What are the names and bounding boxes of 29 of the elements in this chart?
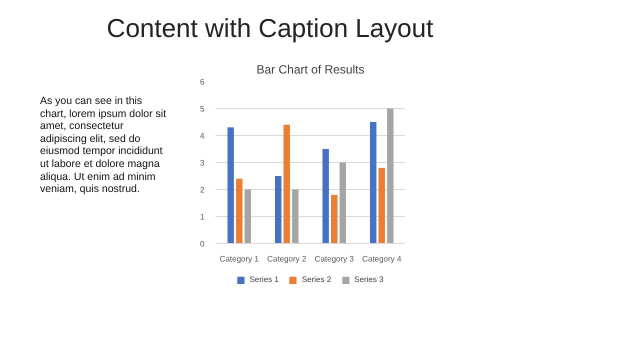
bar: [227, 127, 234, 244]
legend-label: Series 2: [302, 275, 332, 284]
y-tick-label: 3: [200, 158, 206, 168]
chart-title: Bar Chart of Results: [256, 62, 365, 76]
bar: [274, 176, 282, 244]
bar: [331, 194, 338, 244]
y-tick-label: 1: [200, 212, 206, 222]
x-tick-label: Category 3: [314, 254, 354, 264]
bar: [322, 149, 329, 244]
legend-label: Series 1: [249, 275, 279, 284]
bar: [284, 124, 290, 244]
y-tick-label: 2: [200, 186, 206, 194]
bar: [236, 178, 242, 244]
bar: [370, 122, 376, 244]
bar: [244, 190, 252, 244]
bar: [292, 190, 299, 244]
text: As you can see in this chart, lorem ipsum dolor sit amet, consectetur adipiscing elit, sed do eiusmod tempor incididunt ut labore et dolore magna aliqua. Ut enim ad minim veniam, quis nostrud.: [40, 95, 168, 196]
bar: [340, 162, 346, 244]
y-tick-label: 4: [200, 132, 206, 140]
y-tick-label: 5: [200, 104, 206, 114]
bar: [387, 108, 394, 244]
text: Content with Caption Layout: [106, 12, 434, 45]
y-tick-label: 0: [200, 240, 206, 248]
x-tick-label: Category 2: [267, 254, 307, 264]
x-tick-label: Category 4: [362, 254, 402, 264]
bar: [378, 168, 385, 244]
x-tick-label: Category 1: [220, 254, 260, 264]
y-tick-label: 6: [200, 78, 206, 86]
legend-label: Series 3: [354, 275, 384, 284]
